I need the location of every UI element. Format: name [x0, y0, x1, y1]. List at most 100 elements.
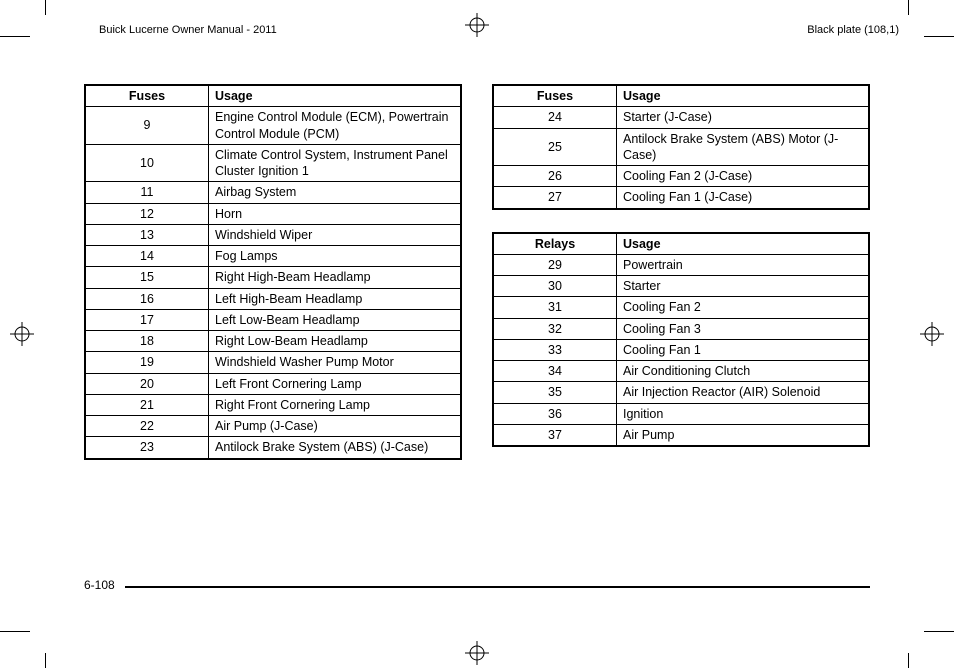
table-row: 31Cooling Fan 2: [493, 297, 869, 318]
cell-usage: Starter (J-Case): [617, 107, 870, 128]
table-row: 29Powertrain: [493, 254, 869, 275]
cell-usage: Antilock Brake System (ABS) Motor (J-Cas…: [617, 128, 870, 166]
cell-number: 25: [493, 128, 617, 166]
table-header-row: Relays Usage: [493, 233, 869, 255]
cell-number: 23: [85, 437, 209, 459]
cell-usage: Cooling Fan 1 (J-Case): [617, 187, 870, 209]
cell-number: 34: [493, 361, 617, 382]
table-row: 21Right Front Cornering Lamp: [85, 394, 461, 415]
cell-usage: Fog Lamps: [209, 246, 462, 267]
cell-number: 14: [85, 246, 209, 267]
crop-tick: [924, 36, 954, 37]
registration-mark-left: [10, 322, 34, 346]
cell-usage: Right Front Cornering Lamp: [209, 394, 462, 415]
table-row: 20Left Front Cornering Lamp: [85, 373, 461, 394]
cell-usage: Left Low-Beam Headlamp: [209, 309, 462, 330]
cell-usage: Engine Control Module (ECM), Powertrain …: [209, 107, 462, 145]
cell-number: 16: [85, 288, 209, 309]
cell-number: 20: [85, 373, 209, 394]
cell-usage: Airbag System: [209, 182, 462, 203]
table-row: 11Airbag System: [85, 182, 461, 203]
table-header-row: Fuses Usage: [85, 85, 461, 107]
col-header-usage: Usage: [617, 85, 870, 107]
cell-usage: Antilock Brake System (ABS) (J-Case): [209, 437, 462, 459]
table-row: 24Starter (J-Case): [493, 107, 869, 128]
cell-usage: Horn: [209, 203, 462, 224]
cell-number: 29: [493, 254, 617, 275]
table-row: 33Cooling Fan 1: [493, 339, 869, 360]
cell-usage: Ignition: [617, 403, 870, 424]
table-row: 36Ignition: [493, 403, 869, 424]
crop-tick: [45, 0, 46, 15]
table-row: 14Fog Lamps: [85, 246, 461, 267]
cell-usage: Air Pump (J-Case): [209, 416, 462, 437]
cell-usage: Cooling Fan 3: [617, 318, 870, 339]
relays-table: Relays Usage 29Powertrain30Starter31Cool…: [492, 232, 870, 448]
cell-number: 27: [493, 187, 617, 209]
table-row: 16Left High-Beam Headlamp: [85, 288, 461, 309]
cell-usage: Left Front Cornering Lamp: [209, 373, 462, 394]
cell-usage: Cooling Fan 2: [617, 297, 870, 318]
table-row: 13Windshield Wiper: [85, 224, 461, 245]
cell-number: 11: [85, 182, 209, 203]
cell-number: 36: [493, 403, 617, 424]
header-right: Black plate (108,1): [807, 24, 899, 36]
cell-usage: Right Low-Beam Headlamp: [209, 331, 462, 352]
crop-tick: [0, 631, 30, 632]
col-header-usage: Usage: [209, 85, 462, 107]
cell-usage: Air Injection Reactor (AIR) Solenoid: [617, 382, 870, 403]
table-row: 25Antilock Brake System (ABS) Motor (J-C…: [493, 128, 869, 166]
cell-number: 18: [85, 331, 209, 352]
table-row: 27Cooling Fan 1 (J-Case): [493, 187, 869, 209]
cell-number: 15: [85, 267, 209, 288]
cell-number: 13: [85, 224, 209, 245]
cell-number: 17: [85, 309, 209, 330]
cell-usage: Cooling Fan 1: [617, 339, 870, 360]
table-row: 35Air Injection Reactor (AIR) Solenoid: [493, 382, 869, 403]
table-row: 9Engine Control Module (ECM), Powertrain…: [85, 107, 461, 145]
col-header-fuses: Fuses: [493, 85, 617, 107]
cell-usage: Cooling Fan 2 (J-Case): [617, 166, 870, 187]
page-header: Buick Lucerne Owner Manual - 2011 Black …: [99, 24, 899, 36]
registration-mark-right: [920, 322, 944, 346]
cell-number: 26: [493, 166, 617, 187]
left-column: Fuses Usage 9Engine Control Module (ECM)…: [84, 84, 462, 460]
cell-number: 31: [493, 297, 617, 318]
cell-number: 10: [85, 144, 209, 182]
page-number: 6-108: [84, 578, 115, 592]
crop-tick: [908, 653, 909, 668]
table-row: 10Climate Control System, Instrument Pan…: [85, 144, 461, 182]
cell-number: 19: [85, 352, 209, 373]
crop-tick: [924, 631, 954, 632]
content-area: Fuses Usage 9Engine Control Module (ECM)…: [84, 84, 870, 460]
cell-usage: Starter: [617, 276, 870, 297]
fuses-table-left: Fuses Usage 9Engine Control Module (ECM)…: [84, 84, 462, 460]
table-row: 37Air Pump: [493, 424, 869, 446]
table-row: 18Right Low-Beam Headlamp: [85, 331, 461, 352]
registration-mark-bottom: [465, 641, 489, 665]
right-column: Fuses Usage 24Starter (J-Case)25Antilock…: [492, 84, 870, 460]
table-row: 23Antilock Brake System (ABS) (J-Case): [85, 437, 461, 459]
cell-number: 24: [493, 107, 617, 128]
table-row: 15Right High-Beam Headlamp: [85, 267, 461, 288]
cell-usage: Powertrain: [617, 254, 870, 275]
cell-number: 21: [85, 394, 209, 415]
table-row: 30Starter: [493, 276, 869, 297]
cell-number: 35: [493, 382, 617, 403]
cell-usage: Air Conditioning Clutch: [617, 361, 870, 382]
table-row: 19Windshield Washer Pump Motor: [85, 352, 461, 373]
footer-rule: [125, 586, 870, 588]
table-row: 22Air Pump (J-Case): [85, 416, 461, 437]
table-row: 34Air Conditioning Clutch: [493, 361, 869, 382]
cell-usage: Climate Control System, Instrument Panel…: [209, 144, 462, 182]
cell-number: 22: [85, 416, 209, 437]
table-row: 17Left Low-Beam Headlamp: [85, 309, 461, 330]
table-row: 26Cooling Fan 2 (J-Case): [493, 166, 869, 187]
cell-number: 30: [493, 276, 617, 297]
table-row: 12Horn: [85, 203, 461, 224]
cell-number: 12: [85, 203, 209, 224]
table-header-row: Fuses Usage: [493, 85, 869, 107]
cell-usage: Windshield Washer Pump Motor: [209, 352, 462, 373]
crop-tick: [908, 0, 909, 15]
crop-tick: [45, 653, 46, 668]
